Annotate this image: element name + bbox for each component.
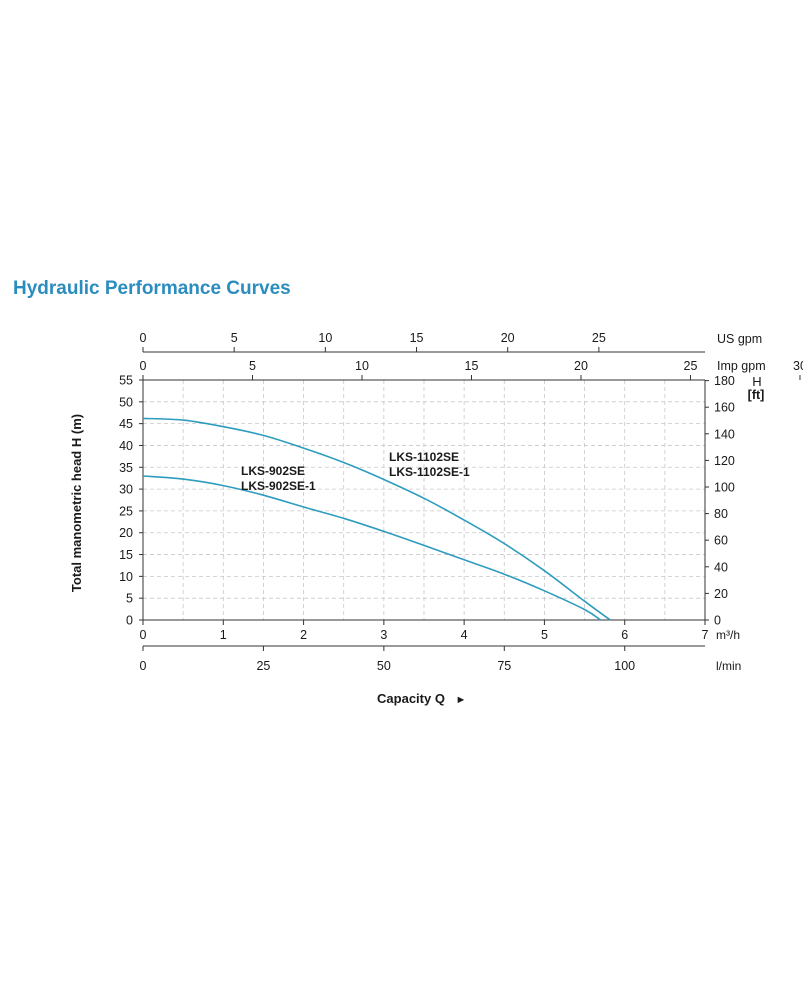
curve-series-1 bbox=[142, 417, 611, 621]
ft-axis-label-top: H bbox=[752, 374, 761, 389]
y-tick-label: 40 bbox=[119, 439, 133, 453]
curve-series-0 bbox=[142, 475, 602, 621]
ft-tick-label: 160 bbox=[714, 401, 735, 415]
us-gpm-tick-label: 15 bbox=[410, 331, 424, 345]
ft-tick-label: 20 bbox=[714, 587, 728, 601]
x-unit-label: m³/h bbox=[716, 628, 740, 642]
ft-tick-label: 180 bbox=[714, 374, 735, 388]
x-tick-label: 1 bbox=[220, 628, 227, 642]
page-title: Hydraulic Performance Curves bbox=[13, 278, 291, 299]
y-tick-label: 10 bbox=[119, 570, 133, 584]
l-min-tick-label: 75 bbox=[497, 659, 511, 673]
us-gpm-tick-label: 0 bbox=[140, 331, 147, 345]
imp-gpm-label: Imp gpm bbox=[717, 359, 766, 373]
y-tick-label: 50 bbox=[119, 395, 133, 409]
x-tick-label: 4 bbox=[461, 628, 468, 642]
y-tick-label: 35 bbox=[119, 461, 133, 475]
us-gpm-tick-label: 5 bbox=[231, 331, 238, 345]
us-gpm-tick-label: 20 bbox=[501, 331, 515, 345]
y-tick-label: 55 bbox=[119, 374, 133, 388]
ft-tick-label: 140 bbox=[714, 427, 735, 441]
l-min-tick-label: 100 bbox=[614, 659, 635, 673]
imp-gpm-tick-label: 30 bbox=[793, 359, 803, 373]
ft-tick-label: 0 bbox=[714, 614, 721, 628]
l-min-label: l/min bbox=[716, 659, 741, 673]
us-gpm-tick-label: 25 bbox=[592, 331, 606, 345]
ft-tick-label: 60 bbox=[714, 534, 728, 548]
l-min-tick-label: 50 bbox=[377, 659, 391, 673]
x-tick-label: 0 bbox=[140, 628, 147, 642]
y-tick-label: 30 bbox=[119, 483, 133, 497]
ft-tick-label: 40 bbox=[714, 560, 728, 574]
x-tick-label: 7 bbox=[702, 628, 709, 642]
y-tick-label: 0 bbox=[126, 614, 133, 628]
us-gpm-tick-label: 10 bbox=[318, 331, 332, 345]
l-min-tick-label: 25 bbox=[256, 659, 270, 673]
curve-label-1: LKS-1102SE-1 bbox=[389, 465, 470, 479]
imp-gpm-tick-label: 10 bbox=[355, 359, 369, 373]
chart-axes: 0510152025303540455055020406080100120140… bbox=[69, 331, 803, 706]
x-axis-title: Capacity Q bbox=[377, 691, 445, 706]
chart-grid bbox=[143, 380, 705, 620]
curve-label-0: LKS-902SE bbox=[241, 464, 305, 478]
curve-label-1: LKS-1102SE bbox=[389, 450, 459, 464]
ft-tick-label: 120 bbox=[714, 454, 735, 468]
imp-gpm-tick-label: 15 bbox=[465, 359, 479, 373]
y-tick-label: 20 bbox=[119, 526, 133, 540]
imp-gpm-tick-label: 0 bbox=[140, 359, 147, 373]
x-tick-label: 5 bbox=[541, 628, 548, 642]
x-axis-arrow: ► bbox=[456, 694, 467, 706]
y-axis-title: Total manometric head H (m) bbox=[69, 414, 84, 592]
us-gpm-label: US gpm bbox=[717, 332, 762, 346]
x-tick-label: 2 bbox=[300, 628, 307, 642]
ft-tick-label: 100 bbox=[714, 480, 735, 494]
imp-gpm-tick-label: 25 bbox=[684, 359, 698, 373]
x-tick-label: 6 bbox=[621, 628, 628, 642]
y-tick-label: 45 bbox=[119, 417, 133, 431]
y-tick-label: 25 bbox=[119, 504, 133, 518]
x-tick-label: 3 bbox=[380, 628, 387, 642]
imp-gpm-tick-label: 20 bbox=[574, 359, 588, 373]
ft-axis-label-bottom: [ft] bbox=[748, 388, 765, 402]
l-min-tick-label: 0 bbox=[140, 659, 147, 673]
y-tick-label: 5 bbox=[126, 592, 133, 606]
ft-tick-label: 80 bbox=[714, 507, 728, 521]
chart-curves bbox=[142, 417, 611, 621]
y-tick-label: 15 bbox=[119, 548, 133, 562]
curve-label-0: LKS-902SE-1 bbox=[241, 479, 316, 493]
imp-gpm-tick-label: 5 bbox=[249, 359, 256, 373]
